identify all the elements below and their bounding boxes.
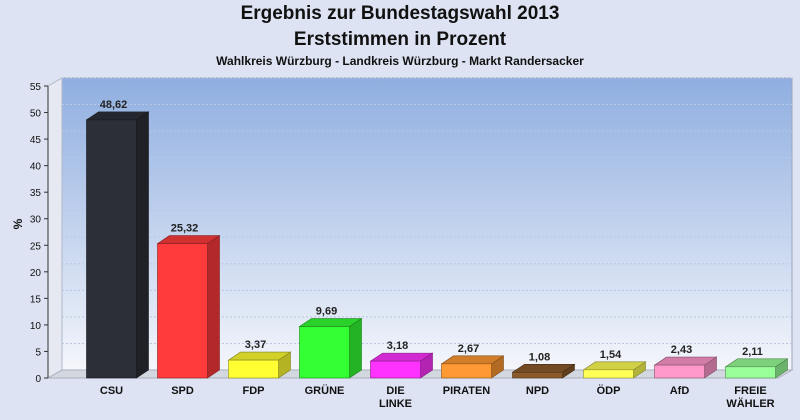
- bar-grüne[interactable]: [298, 317, 363, 379]
- chart-subtitle: Erststimmen in Prozent: [293, 29, 507, 50]
- plot-side-wall: [47, 77, 63, 379]
- x-tick-label: PIRATEN: [443, 385, 491, 397]
- value-label: 3,18: [387, 340, 408, 352]
- x-tick-label: SPD: [171, 385, 194, 397]
- bar-front: [725, 366, 776, 379]
- bar-npd[interactable]: [511, 363, 576, 379]
- value-label: 3,37: [245, 339, 266, 351]
- bar-side: [207, 235, 220, 379]
- y-tick-label: 35: [30, 188, 42, 199]
- chart-caption: Wahlkreis Würzburg - Landkreis Würzburg …: [216, 54, 584, 68]
- bar-front: [370, 360, 421, 379]
- y-tick-label: 0: [35, 374, 41, 385]
- y-tick-label: 10: [30, 321, 42, 332]
- value-label: 2,43: [671, 344, 692, 356]
- bar-front: [228, 359, 279, 379]
- bar-front: [583, 369, 634, 379]
- bar-side: [349, 317, 362, 379]
- bar-freie-wähler[interactable]: [724, 358, 789, 379]
- x-tick-label: FREIE: [734, 385, 766, 397]
- x-tick-label: ÖDP: [597, 384, 621, 397]
- y-axis-label: %: [11, 218, 25, 229]
- bar-front: [512, 371, 563, 379]
- x-tick-label: GRÜNE: [305, 384, 345, 397]
- y-tick-label: 45: [30, 135, 42, 146]
- value-label: 2,11: [742, 346, 763, 358]
- bar-csu[interactable]: [85, 111, 150, 379]
- y-tick-label: 50: [30, 109, 42, 120]
- x-tick-label: DIE: [386, 385, 404, 397]
- bar-side: [136, 111, 149, 379]
- y-tick-label: 5: [35, 347, 41, 358]
- y-tick-label: 40: [30, 162, 42, 173]
- y-tick-label: 15: [30, 294, 42, 305]
- chart-title: Ergebnis zur Bundestagswahl 2013: [240, 3, 560, 24]
- bar-front: [441, 363, 492, 379]
- x-tick-label: CSU: [100, 385, 123, 397]
- value-label: 9,69: [316, 306, 337, 318]
- x-tick-label: LINKE: [379, 398, 412, 410]
- y-tick-label: 30: [30, 215, 42, 226]
- bar-ödp[interactable]: [582, 361, 647, 379]
- bar-front: [86, 119, 137, 379]
- y-tick-label: 25: [30, 241, 42, 252]
- bar-front: [654, 364, 705, 379]
- bar-die-linke[interactable]: [369, 352, 434, 379]
- y-tick-label: 55: [30, 82, 42, 93]
- bar-spd[interactable]: [156, 235, 221, 379]
- x-tick-label: AfD: [670, 385, 690, 397]
- y-tick-label: 20: [30, 268, 42, 279]
- x-tick-label: NPD: [526, 385, 549, 397]
- bar-piraten[interactable]: [440, 355, 505, 379]
- bar-front: [299, 326, 350, 379]
- value-label: 25,32: [171, 223, 199, 235]
- x-tick-label: WÄHLER: [726, 397, 774, 410]
- value-label: 1,08: [529, 351, 550, 363]
- bar-front: [157, 243, 208, 379]
- value-label: 1,54: [600, 349, 622, 361]
- bar-fdp[interactable]: [227, 351, 292, 379]
- bar-afd[interactable]: [653, 356, 718, 379]
- value-label: 2,67: [458, 343, 479, 355]
- x-tick-label: FDP: [243, 385, 265, 397]
- value-label: 48,62: [100, 99, 128, 111]
